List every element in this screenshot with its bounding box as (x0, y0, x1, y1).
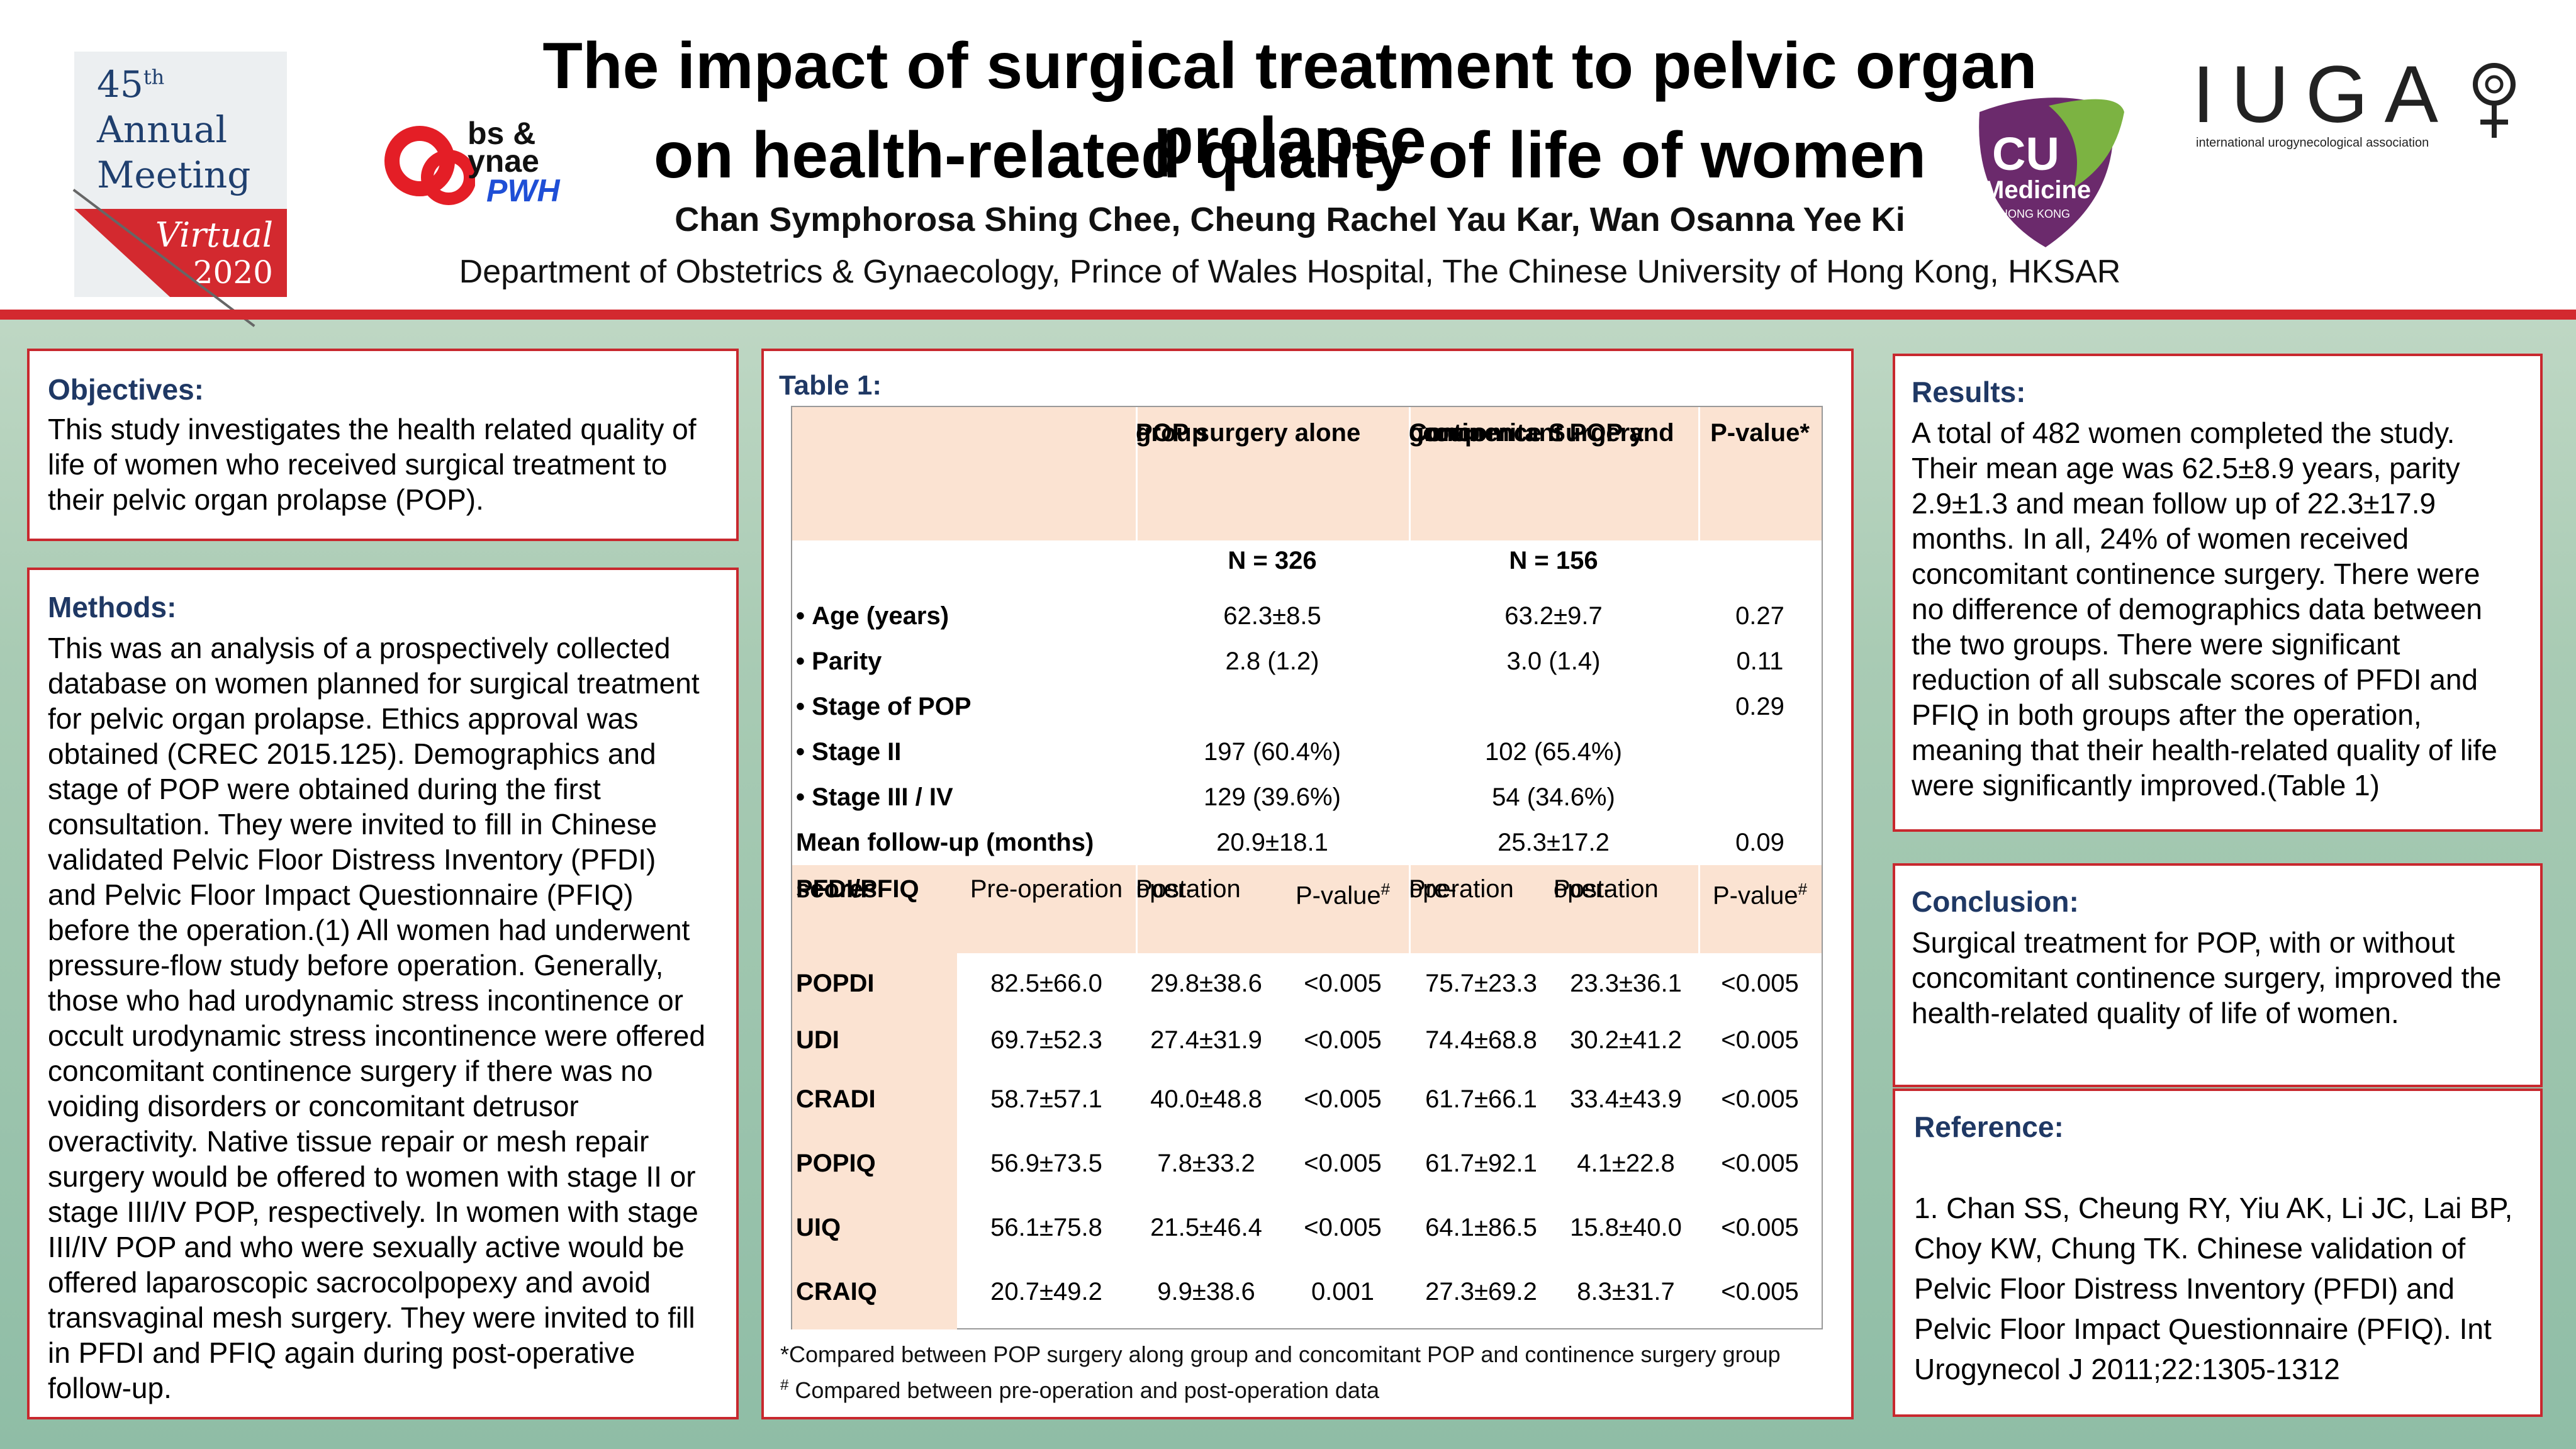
score-header-pre1: Pre-operation (970, 875, 1123, 903)
results-heading: Results: (1912, 376, 2026, 408)
table-header-band (792, 407, 1822, 540)
n-group2: N = 156 (1509, 547, 1598, 574)
score-label-column (792, 953, 957, 1329)
table-header-divider (1698, 407, 1700, 540)
iuga-logo: IUGA international urogynecological asso… (2192, 54, 2519, 155)
badge-meeting: Meeting (97, 154, 251, 196)
row-label: POPDI (796, 970, 875, 997)
obs-logo-pwh: PWH (486, 173, 560, 208)
iuga-logo-subtitle: international urogynecological associati… (2196, 136, 2429, 150)
table-row: • Parity 2.8 (1.2) 3.0 (1.4) 0.11 (796, 647, 1784, 675)
conclusion-heading: Conclusion: (1912, 885, 2079, 918)
badge-annual: Annual (97, 108, 228, 151)
row-label: Stage III / IV (812, 783, 953, 811)
cu-logo-medicine: Medicine (1983, 176, 2092, 204)
table-footnote-2: # Compared between pre-operation and pos… (780, 1377, 1379, 1403)
row-label: UDI (796, 1026, 839, 1054)
row-label: CRAIQ (796, 1278, 877, 1306)
reference-panel: Reference: 1. Chan SS, Cheung RY, Yiu AK… (1893, 1088, 2543, 1417)
score-header-band (792, 865, 1822, 953)
conclusion-text: Surgical treatment for POP, with or with… (1912, 926, 2502, 1029)
cu-logo-cu: CU (1992, 128, 2059, 180)
objectives-heading: Objectives: (48, 373, 204, 406)
objectives-panel: Objectives: This study investigates the … (27, 349, 739, 541)
obs-logo-line2: ynae (468, 143, 539, 179)
score-header-divider (1409, 865, 1411, 953)
table-header-divider (1409, 407, 1411, 540)
methods-text: This was an analysis of a prospectively … (48, 632, 705, 1404)
iuga-logo-name: IUGA (2192, 50, 2455, 140)
cu-medicine-logo: CU Medicine HONG KONG (1967, 93, 2124, 250)
poster-title-line2: on health-related quality of life of wom… (653, 119, 1927, 192)
table-row: Mean follow-up (months) 20.9±18.1 25.3±1… (796, 829, 1784, 856)
row-label: UIQ (796, 1214, 841, 1241)
table-row: POPIQ 56.9±73.5 7.8±33.2 <0.005 61.7±92.… (796, 1150, 1799, 1177)
row-label: Stage II (812, 738, 902, 766)
n-group1: N = 326 (1228, 547, 1317, 574)
results-table: POP surgery alone group Concomitant POP … (791, 406, 1823, 1329)
table-row: • Stage of POP 0.29 (796, 693, 1784, 720)
badge-year: 2020 (193, 254, 273, 291)
row-label: Stage of POP (812, 693, 972, 720)
row-label: CRADI (796, 1085, 876, 1113)
table-row: • Stage III / IV 129 (39.6%) 54 (34.6%) (796, 783, 1615, 811)
methods-panel: Methods: This was an analysis of a prosp… (27, 568, 739, 1419)
col-header-pvalue: P-value* (1710, 419, 1810, 447)
badge-number: 45 (97, 63, 143, 106)
obs-logo-line1: bs & (468, 116, 536, 151)
table-row: • Age (years) 62.3±8.5 63.2±9.7 0.27 (796, 602, 1784, 630)
table-row: CRADI 58.7±57.1 40.0±48.8 <0.005 61.7±66… (796, 1085, 1799, 1113)
results-text: A total of 482 women completed the study… (1912, 417, 2497, 802)
reference-heading: Reference: (1914, 1111, 2064, 1143)
cu-logo-shield-icon (1979, 98, 2124, 247)
header-red-rule (0, 310, 2576, 320)
row-label: POPIQ (796, 1150, 876, 1177)
poster-department: Department of Obstetrics & Gynaecology, … (459, 254, 2121, 290)
score-header-p2: P-value# (1712, 880, 1808, 910)
badge-virtual: Virtual (155, 215, 273, 255)
poster-title-line1: The impact of surgical treatment to pelv… (542, 30, 2037, 177)
row-label: Mean follow-up (months) (796, 829, 1094, 856)
obs-gynae-pwh-logo: bs & ynae PWH (381, 116, 604, 220)
table-footnote-1: *Compared between POP surgery along grou… (780, 1341, 1781, 1367)
table-row: • Stage II 197 (60.4%) 102 (65.4%) (796, 738, 1622, 766)
obs-gynae-logo-mark (384, 126, 475, 205)
row-label: Age (years) (812, 602, 949, 630)
table-header-divider (1136, 407, 1138, 540)
score-header-divider (1698, 865, 1700, 953)
cu-logo-hongkong: HONG KONG (2000, 208, 2071, 220)
table-row: POPDI 82.5±66.0 29.8±38.6 <0.005 75.7±23… (796, 970, 1799, 997)
conclusion-panel: Conclusion: Surgical treatment for POP, … (1893, 863, 2543, 1087)
objectives-text: This study investigates the health relat… (48, 413, 697, 516)
score-header-divider (1136, 865, 1138, 953)
meeting-badge: 45th Annual Meeting Virtual 2020 (74, 52, 287, 297)
table-row: CRAIQ 20.7±49.2 9.9±38.6 0.001 27.3±69.2… (796, 1278, 1799, 1306)
table-row: UDI 69.7±52.3 27.4±31.9 <0.005 74.4±68.8… (796, 1026, 1799, 1054)
poster-authors: Chan Symphorosa Shing Chee, Cheung Rache… (675, 201, 1905, 238)
female-symbol-icon (2473, 63, 2516, 138)
table-row: UIQ 56.1±75.8 21.5±46.4 <0.005 64.1±86.5… (796, 1214, 1799, 1241)
methods-heading: Methods: (48, 591, 177, 624)
reference-text: 1. Chan SS, Cheung RY, Yiu AK, Li JC, La… (1914, 1192, 2513, 1385)
results-panel: Results: A total of 482 women completed … (1893, 354, 2543, 832)
badge-ordinal: th (143, 65, 165, 89)
table-title: Table 1: (779, 370, 882, 401)
score-header-p1: P-value# (1295, 880, 1391, 910)
poster-header: 45th Annual Meeting Virtual 2020 bs & yn… (0, 0, 2576, 310)
row-label: Parity (812, 647, 882, 675)
